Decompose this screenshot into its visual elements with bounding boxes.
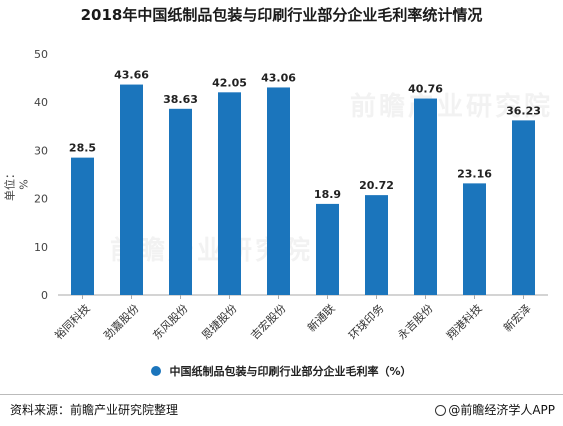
credit-text: @前瞻经济学人APP: [448, 403, 555, 417]
bar: [316, 203, 339, 295]
x-tick-label: 永吉股份: [395, 301, 436, 342]
data-label: 23.16: [457, 167, 492, 180]
legend: 中国纸制品包装与印刷行业部分企业毛利率（%）: [0, 363, 563, 379]
y-tick-label: 40: [34, 96, 48, 109]
brand-logo-icon: [435, 405, 447, 416]
x-tick-label: 恩捷股份: [199, 301, 240, 342]
y-tick-label: 50: [34, 48, 48, 61]
y-tick-label: 30: [34, 144, 48, 157]
x-tick-label: 新通联: [304, 301, 337, 334]
data-label: 43.06: [261, 71, 296, 84]
x-tick-label: 环球印务: [346, 301, 387, 342]
data-label: 38.63: [163, 93, 198, 106]
bar-chart: 0 10 20 30 40 50 28.5 裕同科技 43.66 劲嘉股份 38.63 东风股份 42.…: [34, 48, 548, 342]
legend-label: 中国纸制品包装与印刷行业部分企业毛利率（%）: [169, 365, 412, 378]
legend-marker: [151, 366, 162, 376]
x-tick-label: 东风股份: [150, 302, 190, 342]
y-tick-label: 10: [34, 241, 48, 254]
data-label: 40.76: [408, 83, 443, 96]
bar: [267, 87, 290, 295]
chart-title: 2018年中国纸制品包装与印刷行业部分企业毛利率统计情况: [80, 6, 483, 24]
data-label: 36.23: [506, 104, 541, 117]
watermark: 前瞻产业研究院: [350, 92, 554, 122]
bar: [414, 98, 437, 295]
source-note: 资料来源：前瞻产业研究院整理: [10, 403, 179, 417]
data-label: 20.72: [359, 179, 394, 192]
x-tick-label: 翔港科技: [444, 301, 485, 342]
bar: [218, 92, 241, 295]
x-tick-label: 裕同科技: [52, 301, 93, 342]
x-tick-label: 吉宏股份: [248, 301, 289, 342]
bar: [365, 195, 388, 295]
y-tick-label: 20: [34, 193, 48, 206]
x-tick-label: 劲嘉股份: [101, 301, 142, 342]
bar: [169, 108, 192, 295]
y-tick-label: 0: [41, 289, 48, 302]
footer: 资料来源：前瞻产业研究院整理 @前瞻经济学人APP: [0, 394, 563, 424]
bar: [120, 84, 143, 295]
x-tick-label: 新宏泽: [500, 301, 533, 334]
data-label: 42.05: [212, 76, 247, 89]
credit: @前瞻经济学人APP: [435, 401, 555, 418]
data-label: 43.66: [114, 69, 149, 82]
bar: [71, 157, 94, 295]
data-label: 28.5: [69, 142, 96, 155]
data-label: 18.9: [314, 188, 341, 201]
bar: [463, 183, 486, 295]
bar: [512, 120, 535, 295]
